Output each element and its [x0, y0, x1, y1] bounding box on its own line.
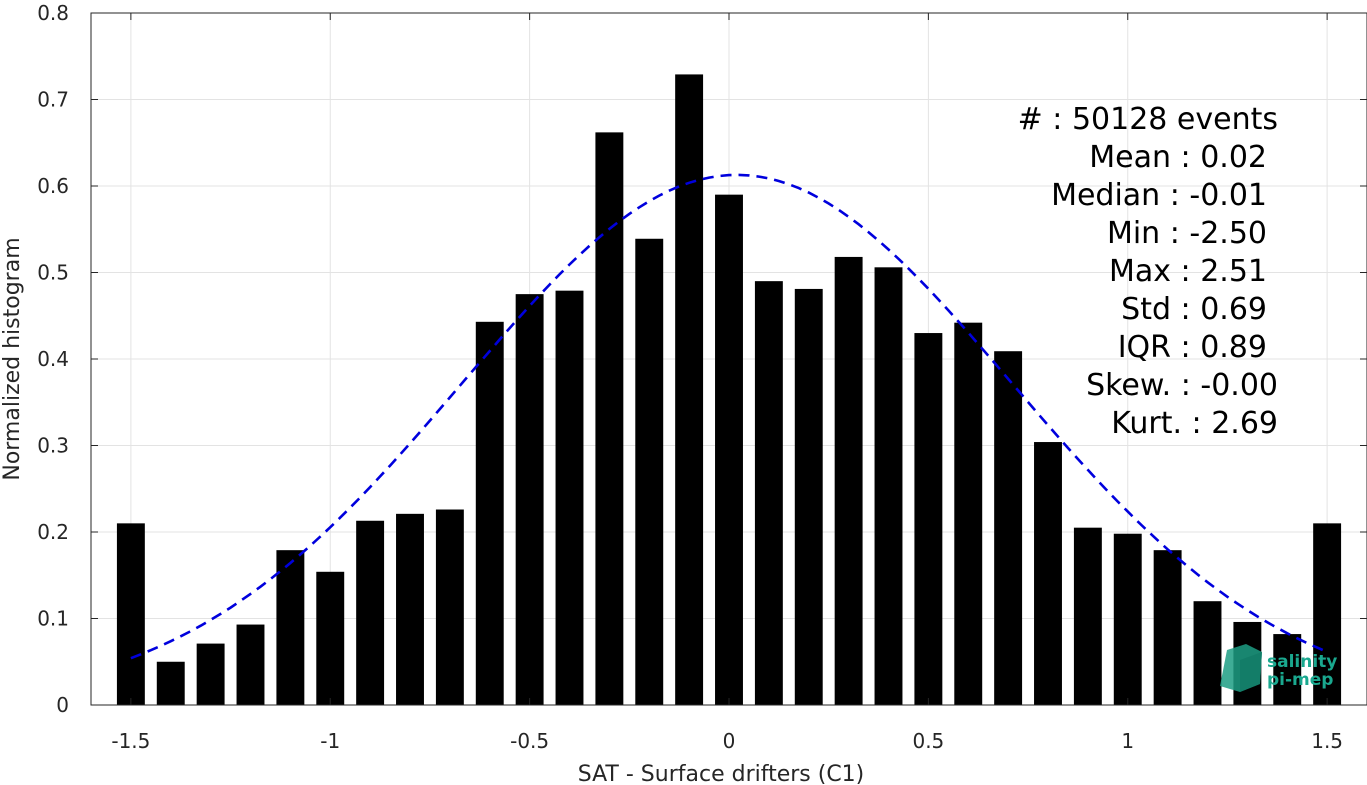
- x-tick-label: 0.5: [912, 729, 944, 753]
- stat-iqr: IQR : 0.89: [1118, 330, 1267, 365]
- stat-skew: Skew. : -0.00: [1086, 368, 1278, 403]
- histogram-bar: [1313, 523, 1342, 705]
- x-tick-label: 1.5: [1311, 729, 1343, 753]
- x-tick-label: -0.5: [510, 729, 549, 753]
- y-tick-labels: 0 0.1 0.2 0.3 0.4 0.5 0.6 0.7 0.8: [37, 1, 69, 717]
- histogram-bar: [116, 523, 145, 705]
- histogram-bars: [116, 74, 1342, 706]
- stat-events: # : 50128 events: [1018, 102, 1278, 137]
- histogram-bar: [316, 571, 345, 705]
- y-tick-label: 0.7: [37, 88, 69, 112]
- x-tick-label: 0: [723, 729, 736, 753]
- y-tick-label: 0.5: [37, 261, 69, 285]
- histogram-bar: [196, 643, 225, 705]
- histogram-bar: [1034, 442, 1062, 705]
- x-tick-label: -1.5: [111, 729, 150, 753]
- histogram-bar: [1273, 634, 1302, 705]
- logo-text-salinity: salinity: [1267, 652, 1337, 672]
- histogram-bar: [715, 194, 743, 705]
- y-tick-label: 0.1: [37, 607, 69, 631]
- histogram-bar: [675, 74, 704, 706]
- histogram-bar: [1193, 601, 1222, 705]
- stat-min: Min : -2.50: [1107, 216, 1267, 251]
- histogram-bar: [435, 509, 464, 705]
- x-axis-label: SAT - Surface drifters (C1): [578, 762, 865, 785]
- stat-kurt: Kurt. : 2.69: [1111, 406, 1278, 441]
- histogram-bar: [475, 321, 504, 705]
- logo-text-pimep: pi-mep: [1267, 670, 1333, 690]
- logo-cube-shade: [1240, 652, 1262, 692]
- stat-mean: Mean : 0.02: [1089, 140, 1267, 175]
- x-tick-label: -1: [320, 729, 340, 753]
- axis-ticks: [91, 12, 1367, 706]
- histogram-bar: [356, 520, 385, 705]
- histogram-bar: [794, 288, 823, 705]
- histogram-bar: [1153, 550, 1182, 705]
- y-tick-label: 0.4: [37, 347, 69, 371]
- histogram-bar: [874, 267, 903, 705]
- stat-median: Median : -0.01: [1051, 178, 1267, 213]
- y-tick-label: 0.6: [37, 174, 69, 198]
- histogram-bar: [236, 624, 265, 705]
- stat-max: Max : 2.51: [1109, 254, 1267, 289]
- stats-annotation: # : 50128 events Mean : 0.02 Median : -0…: [1018, 102, 1278, 441]
- stat-std: Std : 0.69: [1121, 292, 1267, 327]
- histogram-bar: [555, 290, 584, 705]
- x-tick-label: 1: [1121, 729, 1134, 753]
- salinity-pimep-logo: salinity pi-mep: [1220, 644, 1337, 692]
- histogram-bar: [914, 333, 943, 705]
- histogram-bar: [1113, 533, 1142, 705]
- histogram-bar: [1073, 527, 1102, 705]
- y-axis-label: Normalized histogram: [0, 237, 25, 480]
- y-tick-label: 0.3: [37, 434, 69, 458]
- histogram-bar: [396, 513, 424, 705]
- y-tick-label: 0.2: [37, 520, 69, 544]
- histogram-bar: [276, 550, 305, 705]
- x-tick-labels: -1.5 -1 -0.5 0 0.5 1 1.5: [111, 729, 1343, 753]
- histogram-bar: [515, 294, 544, 705]
- y-tick-label: 0: [56, 693, 69, 717]
- y-tick-label: 0.8: [37, 1, 69, 25]
- histogram-bar: [754, 281, 783, 705]
- histogram-bar: [156, 661, 185, 705]
- histogram-bar: [635, 238, 664, 705]
- histogram-bar: [595, 132, 624, 705]
- histogram-bar: [834, 256, 863, 705]
- histogram-bar: [994, 351, 1023, 705]
- histogram-bar: [954, 322, 983, 705]
- normal-fit-curve: [130, 173, 1328, 660]
